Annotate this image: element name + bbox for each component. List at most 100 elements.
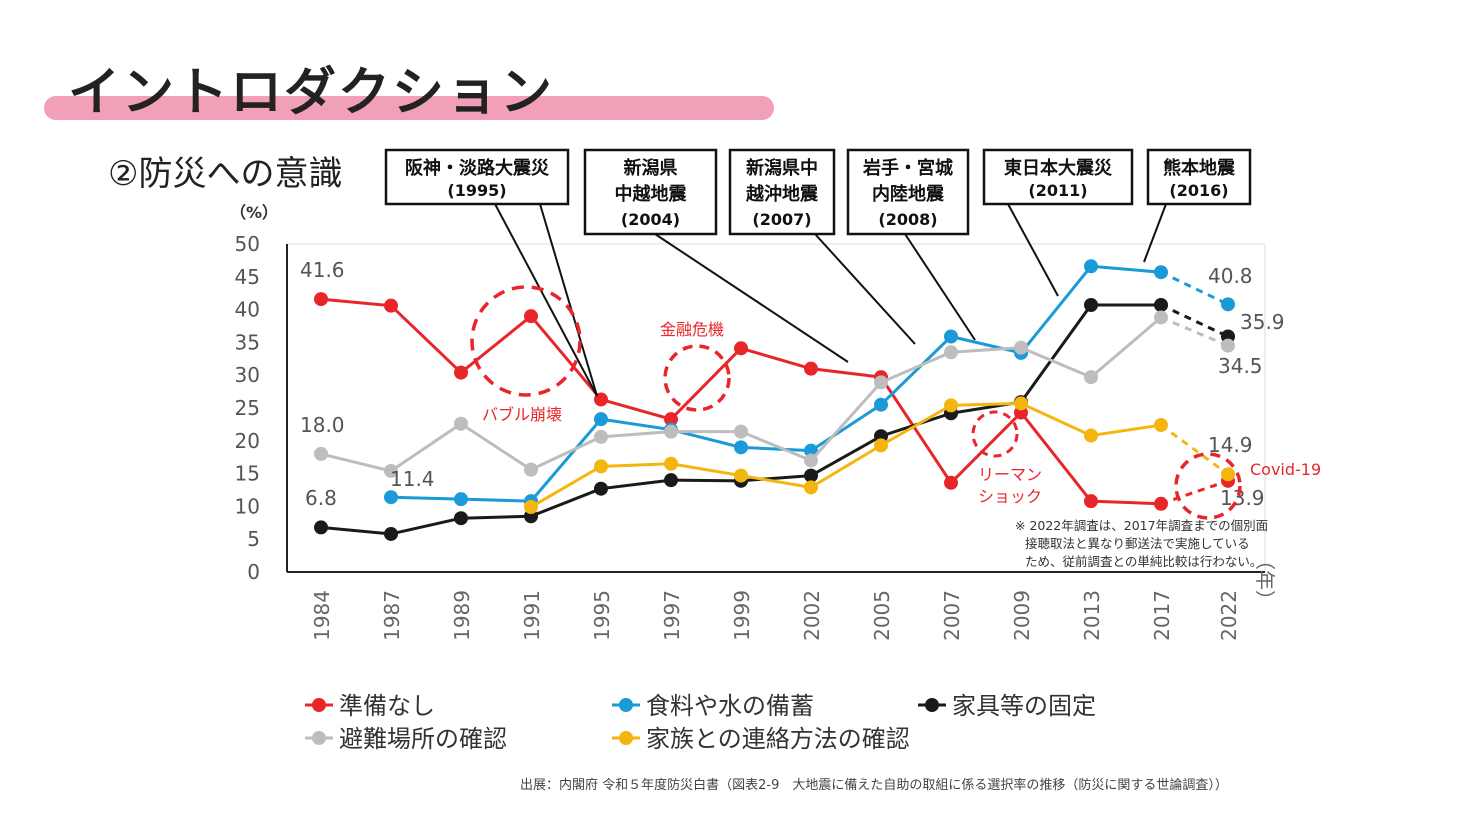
series-line-segment <box>1090 316 1162 379</box>
y-tick-label: 40 <box>235 298 260 322</box>
data-point <box>384 490 398 505</box>
event-label: 内陸地震 <box>872 183 945 205</box>
event-label: 東日本大震災 <box>1004 157 1113 179</box>
series-line-segment <box>740 474 812 483</box>
event-box <box>728 148 836 236</box>
value-label: 18.0 <box>300 413 345 437</box>
series-line-segment <box>460 422 532 471</box>
series-line-segment <box>810 403 882 452</box>
data-point <box>1084 370 1098 385</box>
annotation-bubble: バブル崩壊 <box>482 405 562 424</box>
series-line-segment <box>1160 423 1229 476</box>
series-line-segment <box>740 430 812 462</box>
x-tick-label: 2009 <box>1010 590 1034 641</box>
series-line-segment <box>670 478 742 483</box>
series-line-segment <box>1160 479 1229 506</box>
data-point <box>804 468 818 483</box>
x-tick-label: 1995 <box>590 590 614 641</box>
data-point <box>1154 265 1168 280</box>
series-line-segment <box>600 430 672 439</box>
x-tick-label: 1991 <box>520 590 544 641</box>
source-citation: 出展：内閣府 令和５年度防災白書（図表2-9 大地震に備えた自助の取組に係る選択… <box>520 778 1228 793</box>
data-point <box>804 361 818 376</box>
annotation-covid: Covid-19 <box>1250 460 1321 479</box>
finance-circle <box>663 344 731 412</box>
data-point <box>524 500 538 515</box>
data-point <box>944 329 958 344</box>
data-point <box>594 459 608 474</box>
x-tick-label: 2022 <box>1217 590 1241 641</box>
y-tick-label: 5 <box>247 527 260 551</box>
data-point <box>384 526 398 541</box>
y-tick-label: 25 <box>235 396 260 420</box>
data-point <box>874 438 888 453</box>
series-line-segment <box>1090 499 1162 506</box>
annotation-lehman: ショック <box>978 487 1042 506</box>
event-pointer-line <box>1143 203 1167 263</box>
x-tick-label: 2007 <box>940 590 964 641</box>
event-label: 熊本地震 <box>1163 157 1236 179</box>
x-tick-label: 1989 <box>450 590 474 641</box>
series-line-segment <box>950 346 1022 354</box>
y-tick-label: 45 <box>235 265 260 289</box>
data-point <box>1014 340 1028 355</box>
series-line-segment <box>1160 303 1229 338</box>
series-line-segment <box>879 335 953 406</box>
series-line-segment <box>320 297 392 308</box>
data-point <box>1154 496 1168 511</box>
data-point <box>734 341 748 356</box>
series-line-segment <box>530 487 602 518</box>
data-point <box>1154 418 1168 433</box>
event-label: 阪神・淡路大震災 <box>405 157 550 179</box>
data-point <box>314 520 328 535</box>
data-point <box>734 440 748 455</box>
data-point <box>454 416 468 431</box>
legend-marker <box>925 698 939 712</box>
data-point <box>1084 259 1098 274</box>
legend-marker <box>619 698 633 712</box>
data-point <box>1014 396 1028 411</box>
x-tick-label: 2017 <box>1150 590 1174 641</box>
series-line-segment <box>1090 423 1162 438</box>
x-unit-label: （年） <box>1253 550 1277 610</box>
data-point <box>454 365 468 380</box>
data-point <box>944 475 958 490</box>
value-label: 6.8 <box>305 486 337 510</box>
series-line-segment <box>320 525 392 536</box>
x-tick-label: 2002 <box>800 590 824 641</box>
page-title: イントロダクション <box>68 63 555 123</box>
event-pointer-line <box>904 233 976 341</box>
series-line-segment <box>460 497 532 503</box>
value-label: 40.8 <box>1208 264 1253 288</box>
series-line-segment <box>880 404 952 447</box>
event-year: (1995) <box>447 181 506 200</box>
x-tick-label: 1984 <box>310 590 334 641</box>
data-point <box>664 412 678 427</box>
legend-marker <box>619 731 633 745</box>
data-point <box>664 456 678 471</box>
series-line-segment <box>810 367 882 379</box>
data-point <box>804 480 818 495</box>
event-pointer-line <box>654 233 849 363</box>
series-line-segment <box>1019 411 1093 503</box>
data-point <box>594 392 608 407</box>
value-label: 34.5 <box>1218 354 1263 378</box>
data-point <box>734 468 748 483</box>
data-point <box>524 309 538 324</box>
title-underline <box>44 96 774 120</box>
data-point <box>1084 298 1098 313</box>
data-point <box>944 398 958 413</box>
annotation-finance: 金融危機 <box>660 320 724 339</box>
data-point <box>944 345 958 360</box>
event-pointer-line <box>814 233 916 345</box>
event-label: 岩手・宮城 <box>862 157 953 179</box>
data-point <box>734 424 748 439</box>
data-point <box>664 424 678 439</box>
series-line-segment <box>950 335 1022 355</box>
series-line-segment <box>740 474 812 489</box>
event-year: (2004) <box>621 210 680 229</box>
lehman-circle <box>971 410 1019 458</box>
data-point <box>594 412 608 427</box>
y-tick-label: 50 <box>235 232 260 256</box>
series-line-segment <box>880 350 952 384</box>
